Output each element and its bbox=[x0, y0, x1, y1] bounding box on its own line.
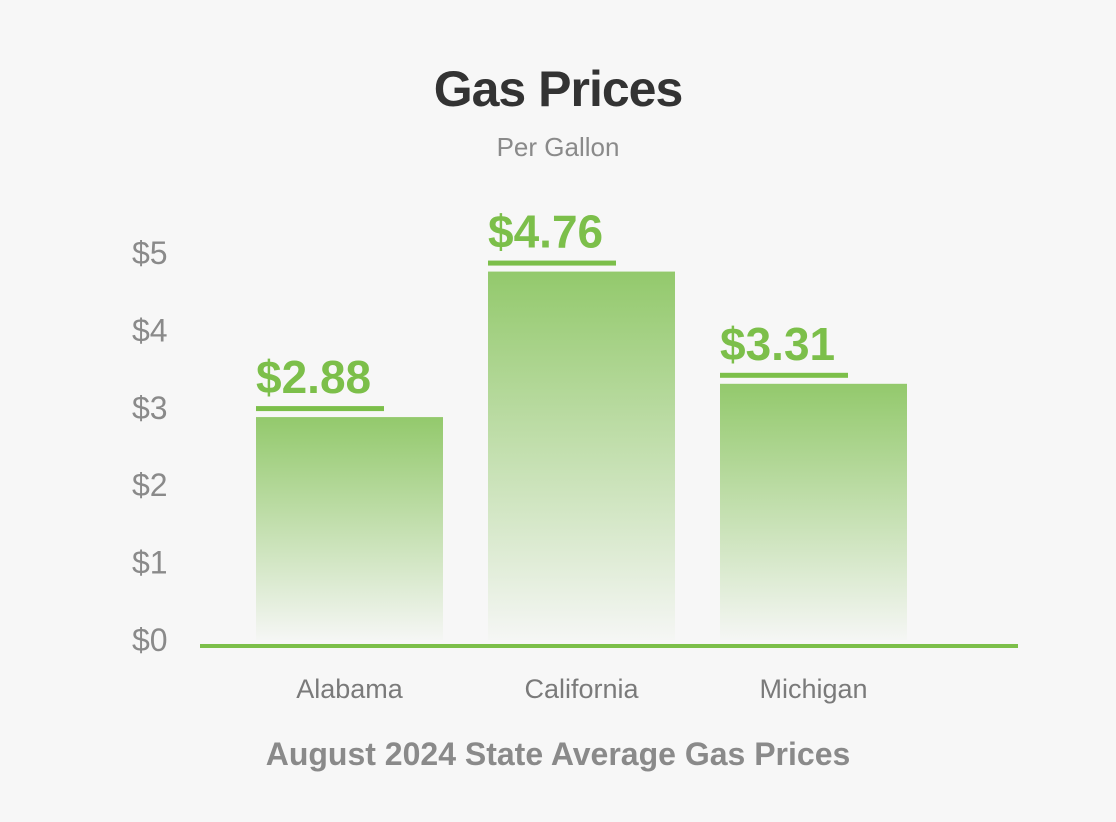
y-tick-label: $2 bbox=[132, 467, 168, 503]
x-axis: Alabama California Michigan bbox=[296, 674, 867, 704]
bar-value-underline bbox=[256, 406, 384, 412]
x-tick-label: Alabama bbox=[296, 674, 404, 704]
y-axis: $0 $1 $2 $3 $4 $5 bbox=[132, 235, 168, 658]
y-tick-label: $5 bbox=[132, 235, 168, 271]
bar-michigan bbox=[720, 383, 907, 640]
bar-value-label: $4.76 bbox=[488, 206, 603, 258]
y-tick-label: $3 bbox=[132, 390, 168, 426]
x-tick-label: Michigan bbox=[759, 674, 867, 704]
bar-california bbox=[488, 271, 675, 640]
bar-value-underline bbox=[720, 372, 848, 378]
chart-title: Gas Prices bbox=[433, 61, 684, 117]
bars: $2.88 $4.76 $3.31 bbox=[256, 206, 907, 640]
x-tick-label: California bbox=[524, 674, 639, 704]
bar-value-underline bbox=[488, 260, 616, 266]
bar-alabama bbox=[256, 417, 443, 640]
y-tick-label: $1 bbox=[132, 545, 168, 581]
chart-caption: August 2024 State Average Gas Prices bbox=[265, 736, 851, 772]
y-tick-label: $4 bbox=[132, 312, 168, 348]
chart-subtitle: Per Gallon bbox=[496, 132, 620, 162]
bar-value-label: $2.88 bbox=[256, 351, 371, 403]
bar-value-label: $3.31 bbox=[720, 318, 835, 370]
y-tick-label: $0 bbox=[132, 622, 168, 658]
